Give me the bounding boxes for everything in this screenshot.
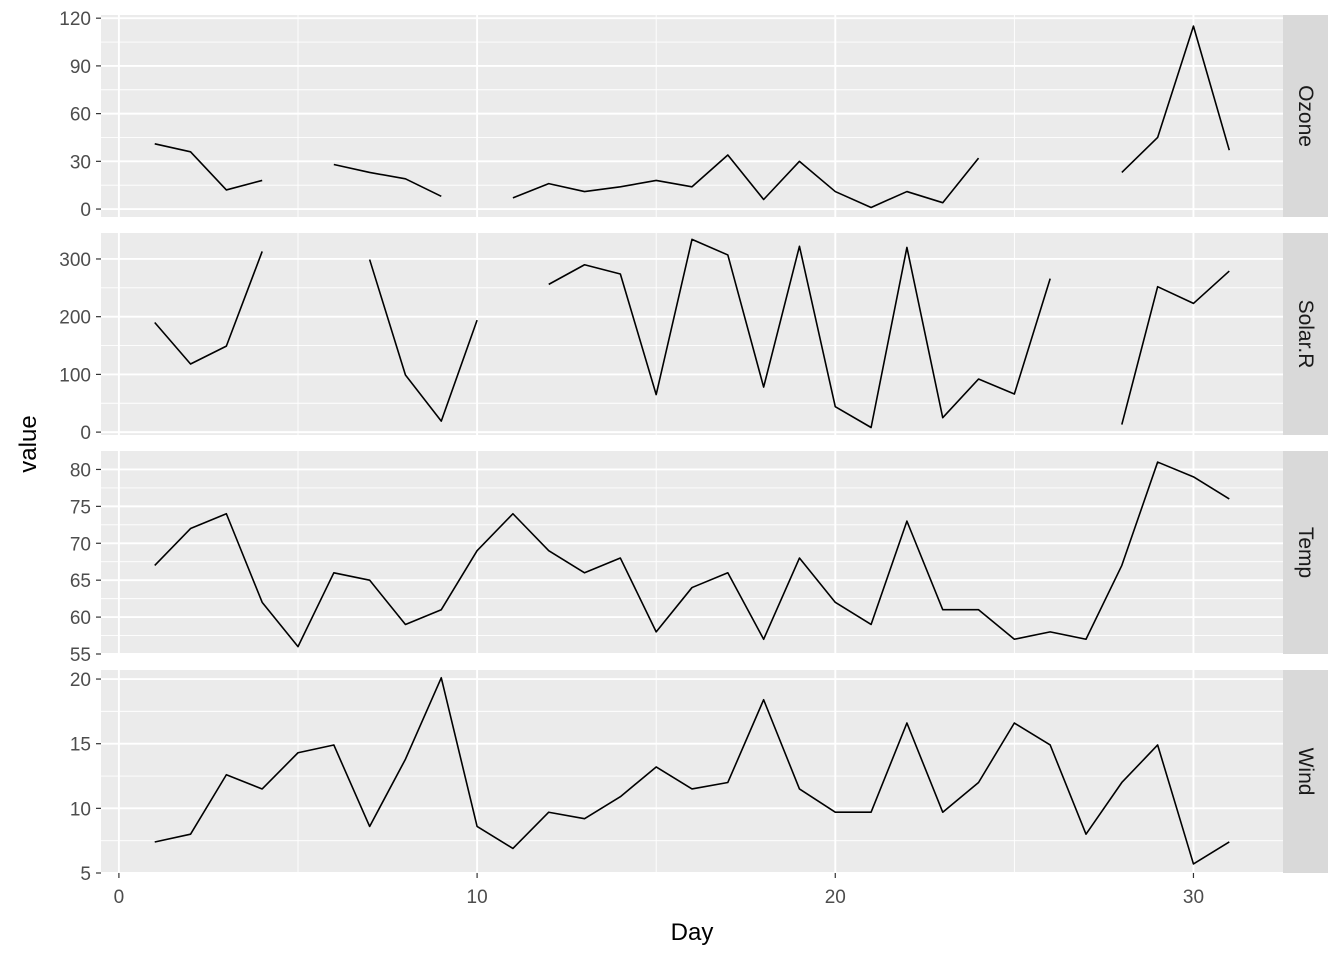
facet-solar-r: 0 100 200 300 Solar.R [59,233,1328,444]
panel-background [101,451,1283,654]
y-tick-label: 20 [70,670,91,691]
facet-wind: 5 10 15 20 Wind [70,670,1328,885]
x-tick-label: 0 [114,887,125,908]
y-tick-label: 120 [59,9,91,30]
facet-strip-label: Temp [1294,527,1317,578]
y-tick-label: 70 [70,534,91,555]
y-tick-label: 200 [59,308,91,329]
x-axis-title: Day [671,919,714,946]
facet-ozone: 0 30 60 90 120 Ozone [59,9,1328,221]
y-tick-label: 300 [59,250,91,271]
y-tick-label: 10 [70,799,91,820]
y-tick-label: 75 [70,497,91,518]
y-tick-label: 80 [70,460,91,481]
y-tick-label: 0 [80,423,91,444]
facet-strip-label: Solar.R [1294,300,1317,369]
y-tick-label: 60 [70,105,91,126]
series-line-temp [154,461,1230,648]
panel-background [101,670,1283,873]
facet-strip [1283,670,1328,873]
facet-strip [1283,233,1328,435]
y-tick-label: 100 [59,365,91,386]
facet-strip [1283,15,1328,217]
x-tick-label: 10 [467,887,488,908]
y-tick-label: 30 [70,152,91,173]
x-axis: 0 10 20 30 [114,873,1204,908]
facet-strip-label: Wind [1294,748,1317,796]
series-line-solar-r [154,238,1230,429]
facet-panels: 0 30 60 90 120 Ozone 0 100 200 300 Solar.R 55 60 65 70… [59,9,1328,885]
facet-temp: 55 60 65 70 75 80 Temp [70,451,1328,666]
facet-strip-label: Ozone [1294,85,1317,147]
x-tick-label: 30 [1183,887,1204,908]
y-tick-label: 5 [80,864,91,885]
y-tick-label: 15 [70,735,91,756]
y-tick-label: 90 [70,57,91,78]
y-tick-label: 60 [70,608,91,629]
y-tick-label: 55 [70,645,91,666]
facet-strip [1283,451,1328,654]
x-tick-label: 20 [825,887,846,908]
panel-background [101,233,1283,435]
y-tick-label: 0 [80,200,91,221]
y-tick-label: 65 [70,571,91,592]
y-axis-title: value [15,415,42,472]
series-line-wind [154,676,1230,865]
series-line-ozone [154,25,1231,209]
